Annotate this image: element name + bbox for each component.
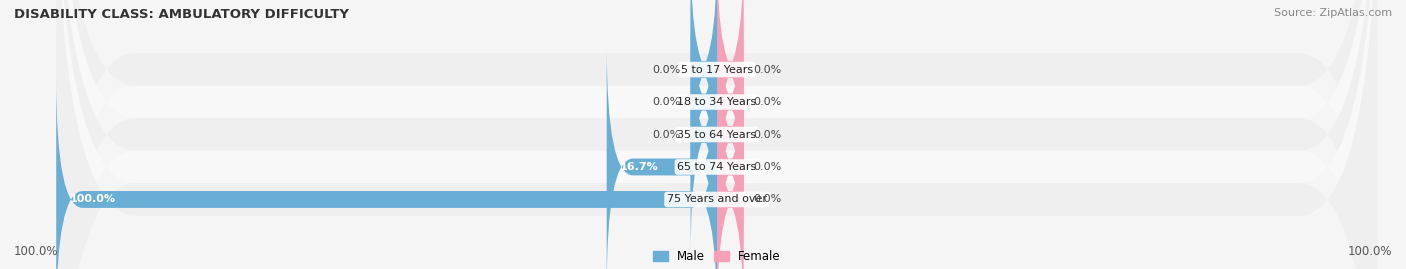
FancyBboxPatch shape (56, 0, 1378, 269)
FancyBboxPatch shape (56, 78, 717, 269)
FancyBboxPatch shape (56, 0, 1378, 269)
Text: DISABILITY CLASS: AMBULATORY DIFFICULTY: DISABILITY CLASS: AMBULATORY DIFFICULTY (14, 8, 349, 21)
Text: 0.0%: 0.0% (754, 162, 782, 172)
Text: 100.0%: 100.0% (14, 245, 59, 258)
Text: 0.0%: 0.0% (652, 129, 681, 140)
Text: 0.0%: 0.0% (652, 97, 681, 107)
Text: 100.0%: 100.0% (1347, 245, 1392, 258)
Text: 75 Years and over: 75 Years and over (666, 194, 768, 204)
Text: 0.0%: 0.0% (652, 65, 681, 75)
FancyBboxPatch shape (717, 45, 744, 269)
Text: Source: ZipAtlas.com: Source: ZipAtlas.com (1274, 8, 1392, 18)
FancyBboxPatch shape (690, 0, 717, 191)
Legend: Male, Female: Male, Female (654, 250, 780, 263)
FancyBboxPatch shape (690, 0, 717, 224)
FancyBboxPatch shape (717, 0, 744, 224)
FancyBboxPatch shape (607, 45, 717, 269)
FancyBboxPatch shape (717, 13, 744, 256)
FancyBboxPatch shape (56, 0, 1378, 269)
Text: 0.0%: 0.0% (754, 65, 782, 75)
Text: 0.0%: 0.0% (754, 194, 782, 204)
FancyBboxPatch shape (717, 78, 744, 269)
Text: 5 to 17 Years: 5 to 17 Years (681, 65, 754, 75)
Text: 0.0%: 0.0% (754, 97, 782, 107)
Text: 65 to 74 Years: 65 to 74 Years (678, 162, 756, 172)
FancyBboxPatch shape (56, 0, 1378, 269)
Text: 18 to 34 Years: 18 to 34 Years (678, 97, 756, 107)
FancyBboxPatch shape (717, 0, 744, 191)
Text: 0.0%: 0.0% (754, 129, 782, 140)
FancyBboxPatch shape (690, 13, 717, 256)
Text: 100.0%: 100.0% (69, 194, 115, 204)
FancyBboxPatch shape (56, 0, 1378, 269)
Text: 35 to 64 Years: 35 to 64 Years (678, 129, 756, 140)
Text: 16.7%: 16.7% (620, 162, 658, 172)
